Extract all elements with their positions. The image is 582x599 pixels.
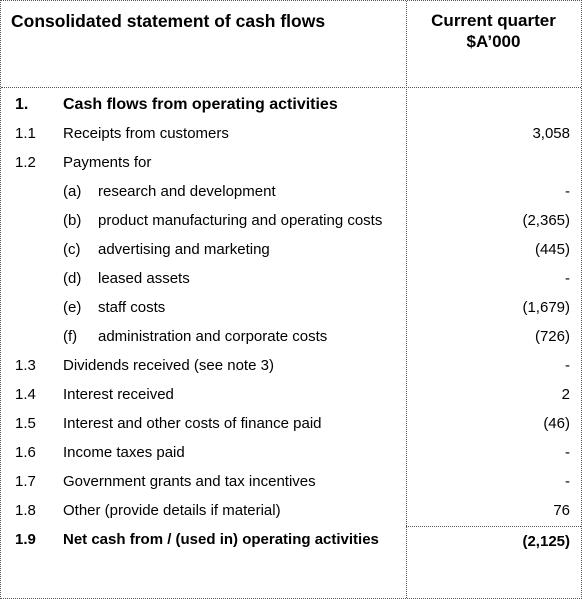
row-number xyxy=(1,177,63,206)
sub-item-letter: (f) xyxy=(63,328,78,345)
row-label: administration and corporate costs xyxy=(98,328,328,345)
row-value: - xyxy=(565,444,570,461)
row-number: 1.2 xyxy=(15,154,36,171)
row-label: Payments for xyxy=(63,154,152,171)
column-header: Current quarter $A’000 xyxy=(406,1,581,87)
row-value: (46) xyxy=(543,415,570,432)
section-title: Cash flows from operating activities xyxy=(63,96,338,113)
row-number: 1.4 xyxy=(15,386,36,403)
row-value: - xyxy=(565,270,570,287)
table-row: 1.3 Dividends received (see note 3) - xyxy=(1,351,581,380)
row-value: - xyxy=(565,357,570,374)
row-label-cell: Net cash from / (used in) operating acti… xyxy=(63,525,396,556)
sub-item-letter: (c) xyxy=(63,241,81,258)
row-number xyxy=(1,264,63,293)
row-number: 1.7 xyxy=(15,473,36,490)
row-label-cell: (e) staff costs xyxy=(63,293,396,322)
sub-item-letter: (d) xyxy=(63,270,82,287)
sub-item-letter: (a) xyxy=(63,183,82,200)
row-label-cell: Other (provide details if material) xyxy=(63,496,396,525)
row-number xyxy=(1,235,63,264)
sub-item-letter: (e) xyxy=(63,299,82,316)
table-row: (e) staff costs (1,679) xyxy=(1,293,581,322)
row-value: - xyxy=(565,183,570,200)
row-number: 1.5 xyxy=(15,415,36,432)
row-number: 1.9 xyxy=(15,531,36,548)
column-unit: $A’000 xyxy=(466,32,521,51)
row-label-cell: (d) leased assets xyxy=(63,264,396,293)
table-row: (c) advertising and marketing (445) xyxy=(1,235,581,264)
row-label: Other (provide details if material) xyxy=(63,502,281,519)
row-value: - xyxy=(565,473,570,490)
row-label: advertising and marketing xyxy=(98,241,270,258)
row-label: leased assets xyxy=(98,270,190,287)
row-value xyxy=(406,148,581,177)
rows: 1.1 Receipts from customers 3,058 1.2 Paymen… xyxy=(1,119,581,556)
table-row: 1.5 Interest and other costs of finance p… xyxy=(1,409,581,438)
row-number: 1.1 xyxy=(15,125,36,142)
row-number xyxy=(1,322,63,351)
table-row: 1.9 Net cash from / (used in) operating a… xyxy=(1,525,581,556)
row-label: Interest received xyxy=(63,386,174,403)
row-value: 76 xyxy=(553,502,570,519)
row-label-cell: (b) product manufacturing and operating c… xyxy=(63,206,396,235)
row-number: 1.3 xyxy=(15,357,36,374)
row-label-cell: Payments for xyxy=(63,148,396,177)
row-label: research and development xyxy=(98,183,276,200)
table-row: 1.1 Receipts from customers 3,058 xyxy=(1,119,581,148)
row-label-cell: Interest and other costs of finance paid xyxy=(63,409,396,438)
column-title: Current quarter xyxy=(431,11,556,30)
section-number: 1. xyxy=(15,96,29,113)
row-value: (2,125) xyxy=(406,526,581,556)
row-label: Income taxes paid xyxy=(63,444,185,461)
row-label-cell: Dividends received (see note 3) xyxy=(63,351,396,380)
row-label-cell: Receipts from customers xyxy=(63,119,396,148)
table-row: 1.7 Government grants and tax incentives - xyxy=(1,467,581,496)
table-row: (b) product manufacturing and operating c… xyxy=(1,206,581,235)
header-title: Consolidated statement of cash flows xyxy=(11,11,326,31)
table-row: (d) leased assets - xyxy=(1,264,581,293)
row-label-cell: Income taxes paid xyxy=(63,438,396,467)
table-row: 1.6 Income taxes paid - xyxy=(1,438,581,467)
table-header: Consolidated statement of cash flows Cur… xyxy=(1,1,581,88)
row-label: staff costs xyxy=(98,299,166,316)
row-number xyxy=(1,206,63,235)
table-row: (f) administration and corporate costs (72… xyxy=(1,322,581,351)
row-value: (1,679) xyxy=(522,299,570,316)
row-label: Receipts from customers xyxy=(63,125,229,142)
row-value: (726) xyxy=(534,328,570,345)
row-number: 1.6 xyxy=(15,444,36,461)
row-number xyxy=(1,293,63,322)
column-divider xyxy=(406,1,407,598)
table-row: 1.4 Interest received 2 xyxy=(1,380,581,409)
row-label-cell: (c) advertising and marketing xyxy=(63,235,396,264)
row-value: (445) xyxy=(534,241,570,258)
row-label: Government grants and tax incentives xyxy=(63,473,316,490)
sub-item-letter: (b) xyxy=(63,212,82,229)
row-label-cell: (f) administration and corporate costs xyxy=(63,322,396,351)
section-row: 1. Cash flows from operating activities xyxy=(1,90,581,119)
row-label: Interest and other costs of finance paid xyxy=(63,415,322,432)
table-row: 1.2 Payments for xyxy=(1,148,581,177)
row-label-cell: (a) research and development xyxy=(63,177,396,206)
row-value: (2,365) xyxy=(522,212,570,229)
row-value: 2 xyxy=(561,386,570,403)
table-row: 1.8 Other (provide details if material) 76 xyxy=(1,496,581,525)
row-label-cell: Interest received xyxy=(63,380,396,409)
row-value: 3,058 xyxy=(532,125,570,142)
row-label: product manufacturing and operating cost… xyxy=(98,212,383,229)
row-label: Dividends received (see note 3) xyxy=(63,357,274,374)
row-label-cell: Government grants and tax incentives xyxy=(63,467,396,496)
table-row: (a) research and development - xyxy=(1,177,581,206)
row-label: Net cash from / (used in) operating acti… xyxy=(63,531,379,548)
row-number: 1.8 xyxy=(15,502,36,519)
